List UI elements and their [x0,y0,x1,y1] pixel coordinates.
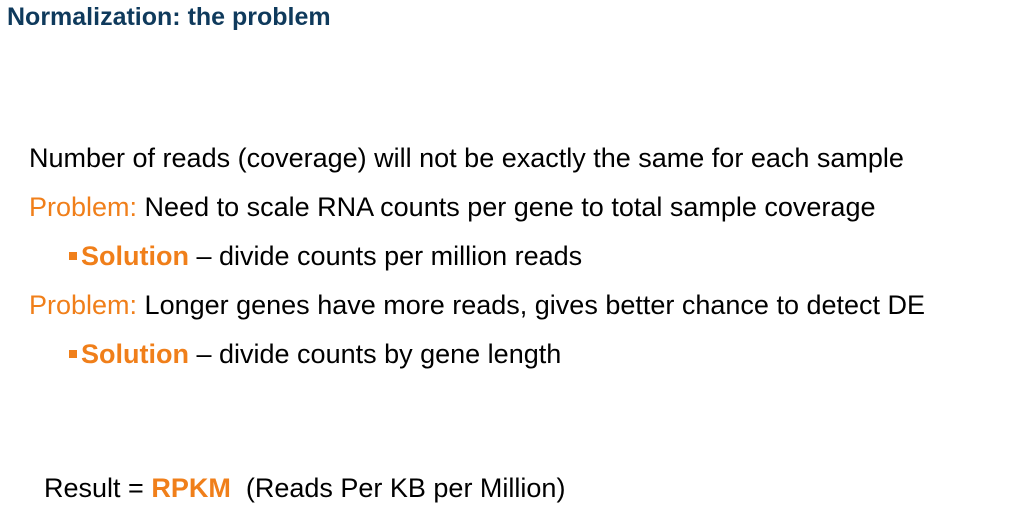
solution-label: Solution [81,339,189,369]
problem-text: Longer genes have more reads, gives bett… [137,290,926,320]
solution-line-1: Solution – divide counts per million rea… [69,239,582,273]
coverage-line: Number of reads (coverage) will not be e… [29,141,904,175]
slide-title: Normalization: the problem [7,3,331,31]
problem-text: Need to scale RNA counts per gene to tot… [137,192,876,222]
result-prefix: Result = [44,473,152,503]
coverage-text: Number of reads (coverage) will not be e… [29,143,904,173]
square-bullet-icon [69,350,77,358]
result-suffix: (Reads Per KB per Million) [230,473,566,503]
problem-line-1: Problem: Need to scale RNA counts per ge… [29,190,875,224]
problem-label: Problem: [29,192,138,222]
problem-line-2: Problem: Longer genes have more reads, g… [29,288,925,322]
solution-text: – divide counts per million reads [188,241,583,271]
square-bullet-icon [69,252,77,260]
problem-label: Problem: [29,290,138,320]
solution-label: Solution [81,241,189,271]
solution-text: – divide counts by gene length [188,339,562,369]
rpkm-term: RPKM [151,473,231,503]
result-line: Result = RPKM (Reads Per KB per Million) [29,437,565,505]
solution-line-2: Solution – divide counts by gene length [69,337,561,371]
